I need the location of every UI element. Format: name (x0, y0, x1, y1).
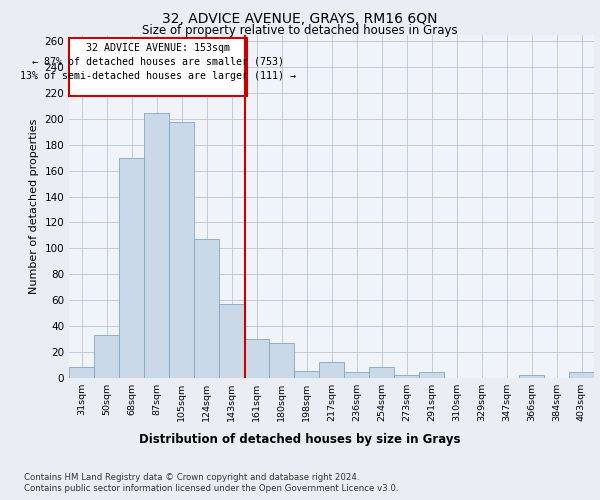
Text: Contains public sector information licensed under the Open Government Licence v3: Contains public sector information licen… (24, 484, 398, 493)
Bar (519, 375, 544, 378)
FancyBboxPatch shape (69, 38, 247, 96)
Text: 32 ADVICE AVENUE: 153sqm: 32 ADVICE AVENUE: 153sqm (86, 43, 230, 53)
Text: Distribution of detached houses by size in Grays: Distribution of detached houses by size … (139, 432, 461, 446)
Bar (219, 304, 244, 378)
Text: 32, ADVICE AVENUE, GRAYS, RM16 6QN: 32, ADVICE AVENUE, GRAYS, RM16 6QN (162, 12, 438, 26)
Bar (394, 375, 419, 378)
Bar (344, 372, 369, 378)
Bar (244, 338, 269, 378)
Bar (419, 372, 444, 378)
Text: ← 87% of detached houses are smaller (753): ← 87% of detached houses are smaller (75… (32, 57, 284, 67)
Bar (194, 239, 219, 378)
Bar (269, 342, 294, 378)
Bar (94, 335, 119, 378)
Text: Contains HM Land Registry data © Crown copyright and database right 2024.: Contains HM Land Registry data © Crown c… (24, 472, 359, 482)
Bar (294, 371, 319, 378)
Bar (569, 372, 594, 378)
Bar (119, 158, 144, 378)
Y-axis label: Number of detached properties: Number of detached properties (29, 118, 39, 294)
Bar (169, 122, 194, 378)
Text: 13% of semi-detached houses are larger (111) →: 13% of semi-detached houses are larger (… (20, 71, 296, 81)
Text: Size of property relative to detached houses in Grays: Size of property relative to detached ho… (142, 24, 458, 37)
Bar (69, 367, 94, 378)
Bar (144, 112, 169, 378)
Bar (319, 362, 344, 378)
Bar (369, 367, 394, 378)
